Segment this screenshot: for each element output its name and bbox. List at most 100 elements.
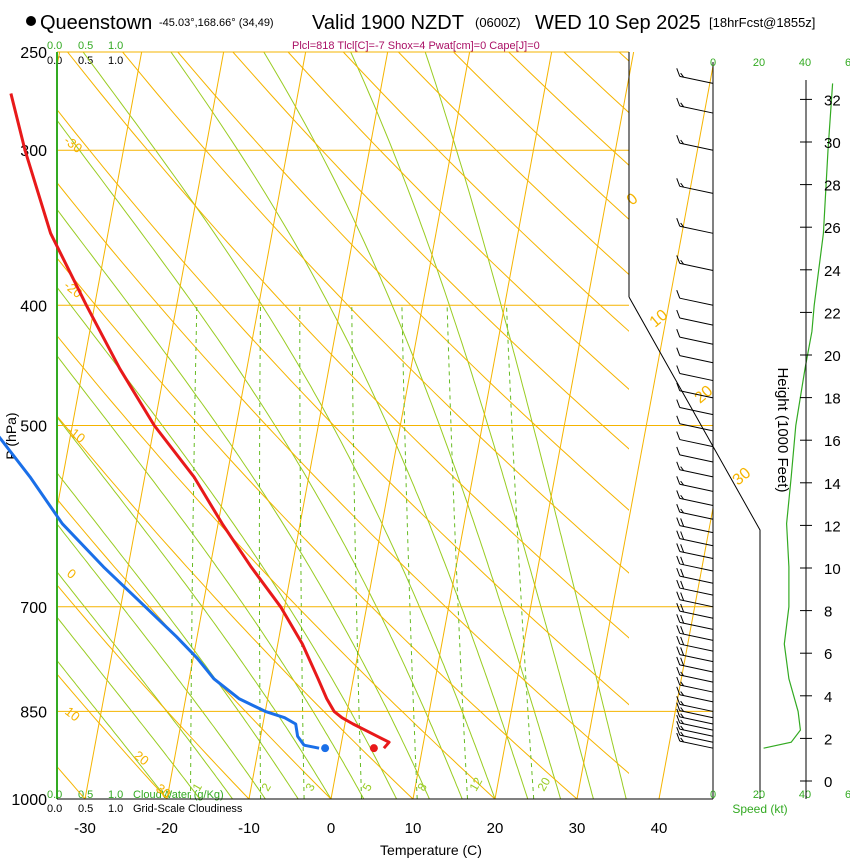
x-tick-label: 0: [327, 820, 335, 837]
wind-barbs: [676, 68, 714, 749]
moist-adiabat-line: [57, 616, 201, 799]
wind-barb-feather: [680, 72, 685, 78]
wind-barb-feather: [676, 328, 681, 338]
wind-barb-staff: [679, 599, 714, 608]
wind-barb: [676, 328, 714, 345]
height-tick-label: 30: [824, 135, 841, 152]
wind-barb-feather: [680, 556, 685, 565]
mixing-ratio-label: 12: [466, 775, 485, 794]
speed-tick-top: 6: [845, 57, 850, 69]
wind-barb-feather: [680, 725, 685, 731]
wind-barb-feather: [676, 591, 681, 600]
wind-barb: [676, 666, 714, 683]
wind-barb-feather: [676, 614, 681, 623]
wind-barb-feather: [676, 702, 681, 711]
cloud-water-scale-bottom-0: 0.0: [47, 789, 62, 801]
wind-barb-feather: [676, 720, 681, 730]
dry-adiabat-line: [232, 52, 629, 450]
wind-barb-feather: [680, 657, 685, 666]
mixing-ratio-line: [190, 305, 198, 799]
dry-adiabat-line: [122, 52, 629, 574]
moist-adiabat-line: [57, 416, 332, 799]
wind-barb-staff: [679, 722, 714, 731]
cloud-water-scale-1: 1.0: [108, 40, 123, 52]
wind-barb-feather: [676, 666, 681, 676]
wind-barb-staff: [679, 355, 714, 364]
wind-barb-feather: [676, 476, 681, 485]
wind-barb-feather: [676, 382, 681, 391]
height-tick-label: 8: [824, 604, 832, 621]
wind-speed-profile-line: [763, 83, 834, 749]
height-tick-label: 28: [824, 178, 841, 195]
cloud-scale-top: 0.0 0.5 1.0 0.0 0.5 1.0: [47, 40, 123, 67]
wind-barb-staff: [679, 423, 714, 432]
isotherm-label: 30: [730, 465, 755, 490]
moist-adiabat-line: [57, 571, 234, 799]
wind-barb: [676, 399, 714, 416]
wind-barb-feather: [676, 579, 681, 589]
moist-adiabat-line: [424, 52, 627, 799]
speed-tick-bottom: 6: [845, 789, 850, 801]
wind-barb-feather: [676, 686, 681, 695]
wind-barb-feather: [680, 636, 685, 646]
x-tick-labels: -30 -20 -10 0 10 20 30 40: [74, 820, 667, 837]
wind-barb: [676, 446, 714, 463]
wind-barb: [676, 567, 714, 584]
cloud-water-scale-0: 0.0: [47, 40, 62, 52]
dry-adiabat-label: -10: [64, 423, 88, 446]
wind-barb-feather: [680, 222, 685, 228]
speed-tick-top: 40: [799, 57, 811, 69]
wind-barb: [676, 676, 714, 693]
wind-barb-staff: [679, 390, 714, 399]
wind-barb-staff: [679, 550, 714, 560]
dry-adiabat-line: [57, 108, 629, 706]
dry-adiabat-line: [57, 257, 578, 799]
sounding-parameters: Plcl=818 Tlcl[C]=-7 Shox=4 Pwat[cm]=0 Ca…: [292, 40, 540, 52]
wind-barb-feather: [676, 567, 681, 577]
wind-barb-feather: [676, 347, 681, 356]
wind-barb: [676, 218, 714, 234]
wind-barb: [676, 365, 714, 382]
height-tick-label: 32: [824, 92, 841, 109]
wind-barb-feather: [680, 691, 685, 696]
wind-barb-feather: [676, 68, 681, 77]
wind-barb-staff: [679, 439, 714, 448]
wind-barb: [676, 503, 714, 520]
location-coords: -45.03°,168.66° (34,49): [159, 17, 274, 29]
wind-barb-feather: [676, 530, 681, 539]
wind-barb-feather: [676, 365, 681, 374]
x-axis-label: Temperature (C): [380, 842, 482, 858]
wind-barb-feather: [676, 602, 681, 612]
wind-barb: [676, 476, 714, 492]
wind-barb: [676, 490, 714, 506]
wind-barb-feather: [680, 592, 685, 601]
height-tick-label: 16: [824, 433, 841, 450]
wind-barb: [676, 714, 714, 731]
wind-barb-feather: [680, 518, 685, 527]
wind-barb-feather: [680, 102, 685, 108]
wind-barb-staff: [679, 317, 714, 326]
mixing-ratio-label: 3: [302, 780, 318, 793]
wind-barb-feather: [676, 431, 681, 440]
dewpoint-profile-line: [0, 435, 320, 750]
mixing-ratio-label: 5: [359, 780, 375, 793]
y-tick-label: 1000: [11, 792, 47, 809]
wind-barb-feather: [680, 259, 685, 265]
height-tick-label: 14: [824, 476, 841, 493]
wind-barb: [676, 625, 714, 641]
wind-barb-feather: [676, 97, 681, 107]
wind-barb-feather: [680, 719, 685, 725]
wind-barb-feather: [680, 713, 685, 719]
x-tick-label: 40: [651, 820, 668, 837]
wind-barb: [676, 614, 714, 630]
wind-barb: [676, 602, 714, 619]
moist-adiabat-line: [82, 52, 496, 799]
wind-barb: [676, 543, 714, 560]
wind-barb-feather: [680, 494, 685, 500]
cloud-water-scale-05: 0.5: [78, 40, 93, 52]
dry-adiabat-line: [57, 181, 629, 775]
x-tick-label: 10: [405, 820, 422, 837]
